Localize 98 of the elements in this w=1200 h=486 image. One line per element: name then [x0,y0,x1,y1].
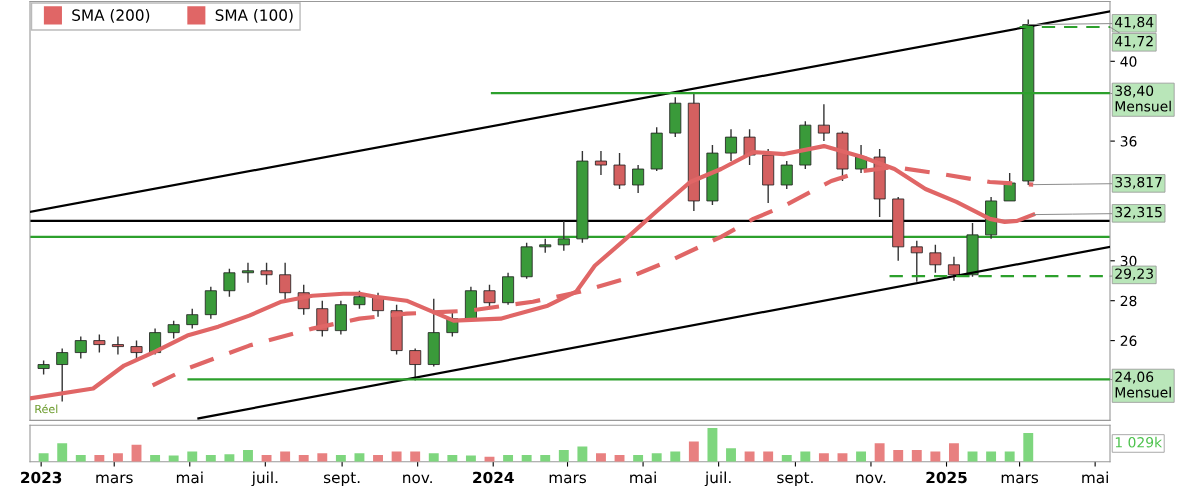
candlestick [929,244,942,274]
y-tick-label: 28 [1120,295,1137,307]
x-tick-label: mai [630,471,656,484]
candlestick [204,286,217,320]
bar [633,454,644,462]
candlestick [613,152,626,190]
bar [243,449,253,462]
bar [298,454,309,462]
bar [818,453,829,462]
bar [930,451,941,462]
bar [1004,451,1015,462]
candlestick [279,262,292,302]
bar [317,453,328,462]
bar [911,449,922,462]
bar [261,454,272,462]
x-tick-label: juil. [251,471,278,486]
x-tick-label: juil. [704,471,731,486]
candlestick [260,262,273,286]
bar [707,427,718,462]
candlestick [1003,172,1016,202]
y-tick-label: 36 [1120,136,1137,147]
bar [410,451,421,462]
x-tick-label: sept. [777,472,813,486]
candlestick [780,160,793,190]
bar [670,451,681,462]
candlestick [111,335,124,356]
candlestick [947,256,960,282]
x-tick-label: mai [176,471,203,484]
text: 1 029k [1115,436,1163,448]
bar [391,451,402,462]
candlestick [817,103,830,142]
bar [540,454,551,462]
candlestick [74,335,87,360]
y-tick-label: 26 [1120,335,1137,347]
bar [373,454,383,462]
bar [856,451,867,462]
bar [447,454,458,462]
bar [651,453,662,462]
annotation: 24,06 Mensuel [1115,371,1171,398]
bar [893,449,904,462]
bar [150,454,161,462]
bar [94,454,105,462]
bar [800,451,811,462]
annotation: Réel [35,404,58,414]
candlestick [241,262,254,284]
bar [596,453,606,462]
x-tick-label: sept. [323,472,360,486]
x-tick-label: 2024 [473,471,514,484]
x-tick-label: mars [1001,474,1039,484]
bar [986,451,997,462]
y-tick-label: 30 [1120,255,1137,267]
x-tick-label: mai [1082,471,1108,484]
bar [948,443,959,462]
bar [558,449,569,462]
candlestick [910,240,923,283]
candlestick [725,128,737,162]
annotation: 41,84 [1115,16,1154,29]
bar [280,451,291,462]
candlestick [223,268,236,298]
legend-label: SMA (100) [215,9,293,23]
bar [428,453,439,462]
bar [744,451,755,462]
x-tick-label: nov. [856,474,886,484]
bar [75,454,86,462]
bar [187,451,198,462]
candlestick [557,220,570,252]
candlestick [56,347,69,403]
bar [354,453,365,462]
bar [335,454,346,462]
x-tick-label: mars [549,474,587,484]
bar [781,454,792,462]
bar [224,454,235,462]
x-tick-label: 2023 [21,471,62,484]
legend-label: SMA (200) [72,9,150,23]
y-tick-label: 40 [1120,56,1137,67]
x-tick-label: nov. [403,474,432,484]
annotation: 33,817 [1115,176,1162,189]
annotation: 41,72 [1115,35,1153,48]
annotation: 29,23 [1115,268,1153,281]
candlestick [632,164,645,194]
candlestick [594,150,607,176]
x-tick-label: mars [96,474,133,484]
bar [57,443,68,462]
bar [874,443,885,462]
bar [688,441,699,462]
bar [112,453,123,462]
bar [503,454,514,462]
bar [763,451,774,462]
bar [577,446,588,462]
bar [726,448,736,462]
bar [38,453,49,462]
annotation: 38,40 Mensuel [1115,85,1171,112]
x-tick-label: 2025 [926,471,967,484]
bar [521,454,532,462]
bar [205,454,216,462]
annotation: 32,315 [1115,206,1162,219]
candlestick [186,307,199,330]
bar [1023,433,1034,462]
